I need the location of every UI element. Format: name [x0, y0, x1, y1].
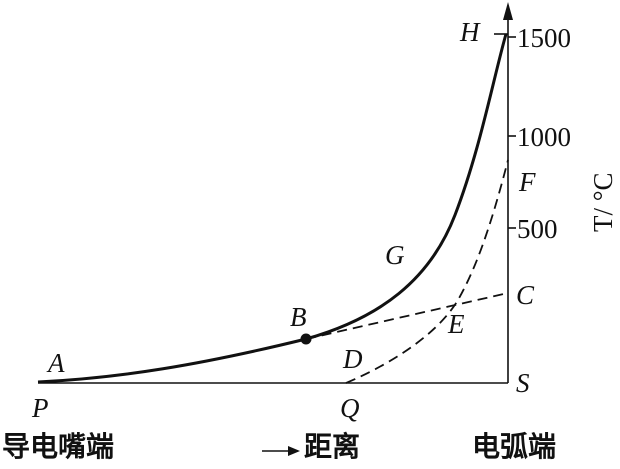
label-f: F — [518, 167, 536, 197]
caption-distance: 距离 — [304, 430, 360, 463]
label-q: Q — [340, 393, 360, 423]
label-e: E — [447, 309, 465, 339]
tick-label-500: 500 — [517, 214, 558, 244]
label-h: H — [459, 17, 481, 47]
label-c: C — [516, 280, 535, 310]
label-g: G — [385, 240, 405, 270]
tick-label-1500: 1500 — [517, 23, 571, 53]
dashed-curve-DF — [345, 159, 509, 384]
temperature-axis-arrowhead — [503, 2, 513, 20]
caption-torch-end: 导电嘴端 — [2, 430, 114, 463]
label-p: P — [31, 393, 49, 423]
tick-label-1000: 1000 — [517, 122, 571, 152]
label-s: S — [516, 368, 530, 398]
label-a: A — [46, 348, 65, 378]
label-d: D — [342, 344, 363, 374]
caption-arc-end: 电弧端 — [472, 430, 556, 463]
label-b: B — [290, 302, 307, 332]
axis-unit-label: T/ °C — [588, 172, 618, 232]
temperature-curve-AH — [37, 33, 508, 384]
dashed-line-BC — [305, 292, 509, 340]
